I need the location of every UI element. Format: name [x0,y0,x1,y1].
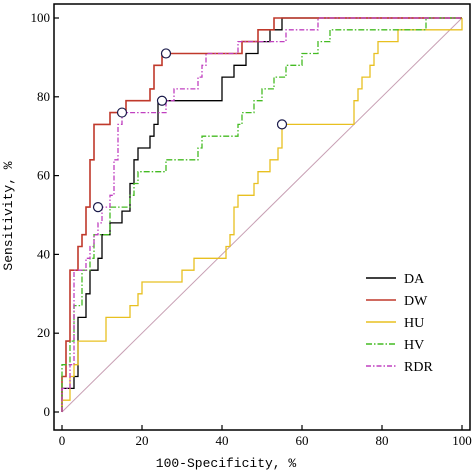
legend-label-rdr: RDR [404,360,433,375]
x-tick-label: 20 [136,433,149,448]
series-line-dw [61,17,462,412]
series-line-rdr [61,17,462,412]
reference-diagonal [61,17,463,413]
cutoff-marker-rdr [116,107,128,118]
y-tick-label: 40 [37,246,50,261]
legend-label-hv: HV [404,338,424,353]
x-tick-label: 100 [452,433,472,448]
axes: 0 20 40 60 80 100 0 20 40 60 80 100 [31,3,472,448]
cutoff-marker-da [156,95,168,106]
plot-frame [53,3,471,431]
y-axis-label: Sensitivity, % [1,161,16,270]
x-axis-label: 100-Specificity, % [156,456,297,471]
y-tick-label: 20 [37,325,50,340]
series-line-hu [61,18,463,412]
y-tick-label: 60 [37,168,50,183]
series-line-da [61,17,462,412]
series-line-hv [61,17,462,412]
legend-label-da: DA [404,272,425,287]
cutoff-marker-dw [160,48,172,59]
x-tick-label: 60 [296,433,309,448]
y-tick-label: 0 [44,404,51,419]
x-tick-label: 80 [376,433,389,448]
y-tick-label: 80 [37,89,50,104]
cutoff-marker-hv [92,202,104,213]
cutoff-marker-hu [276,119,288,130]
y-tick-label: 100 [31,10,51,25]
plot-area [61,17,463,413]
legend-label-dw: DW [404,294,428,309]
legend-label-hu: HU [404,316,424,331]
legend: DA DW HU HV RDR [366,272,433,375]
x-tick-label: 40 [216,433,229,448]
x-tick-label: 0 [59,433,66,448]
